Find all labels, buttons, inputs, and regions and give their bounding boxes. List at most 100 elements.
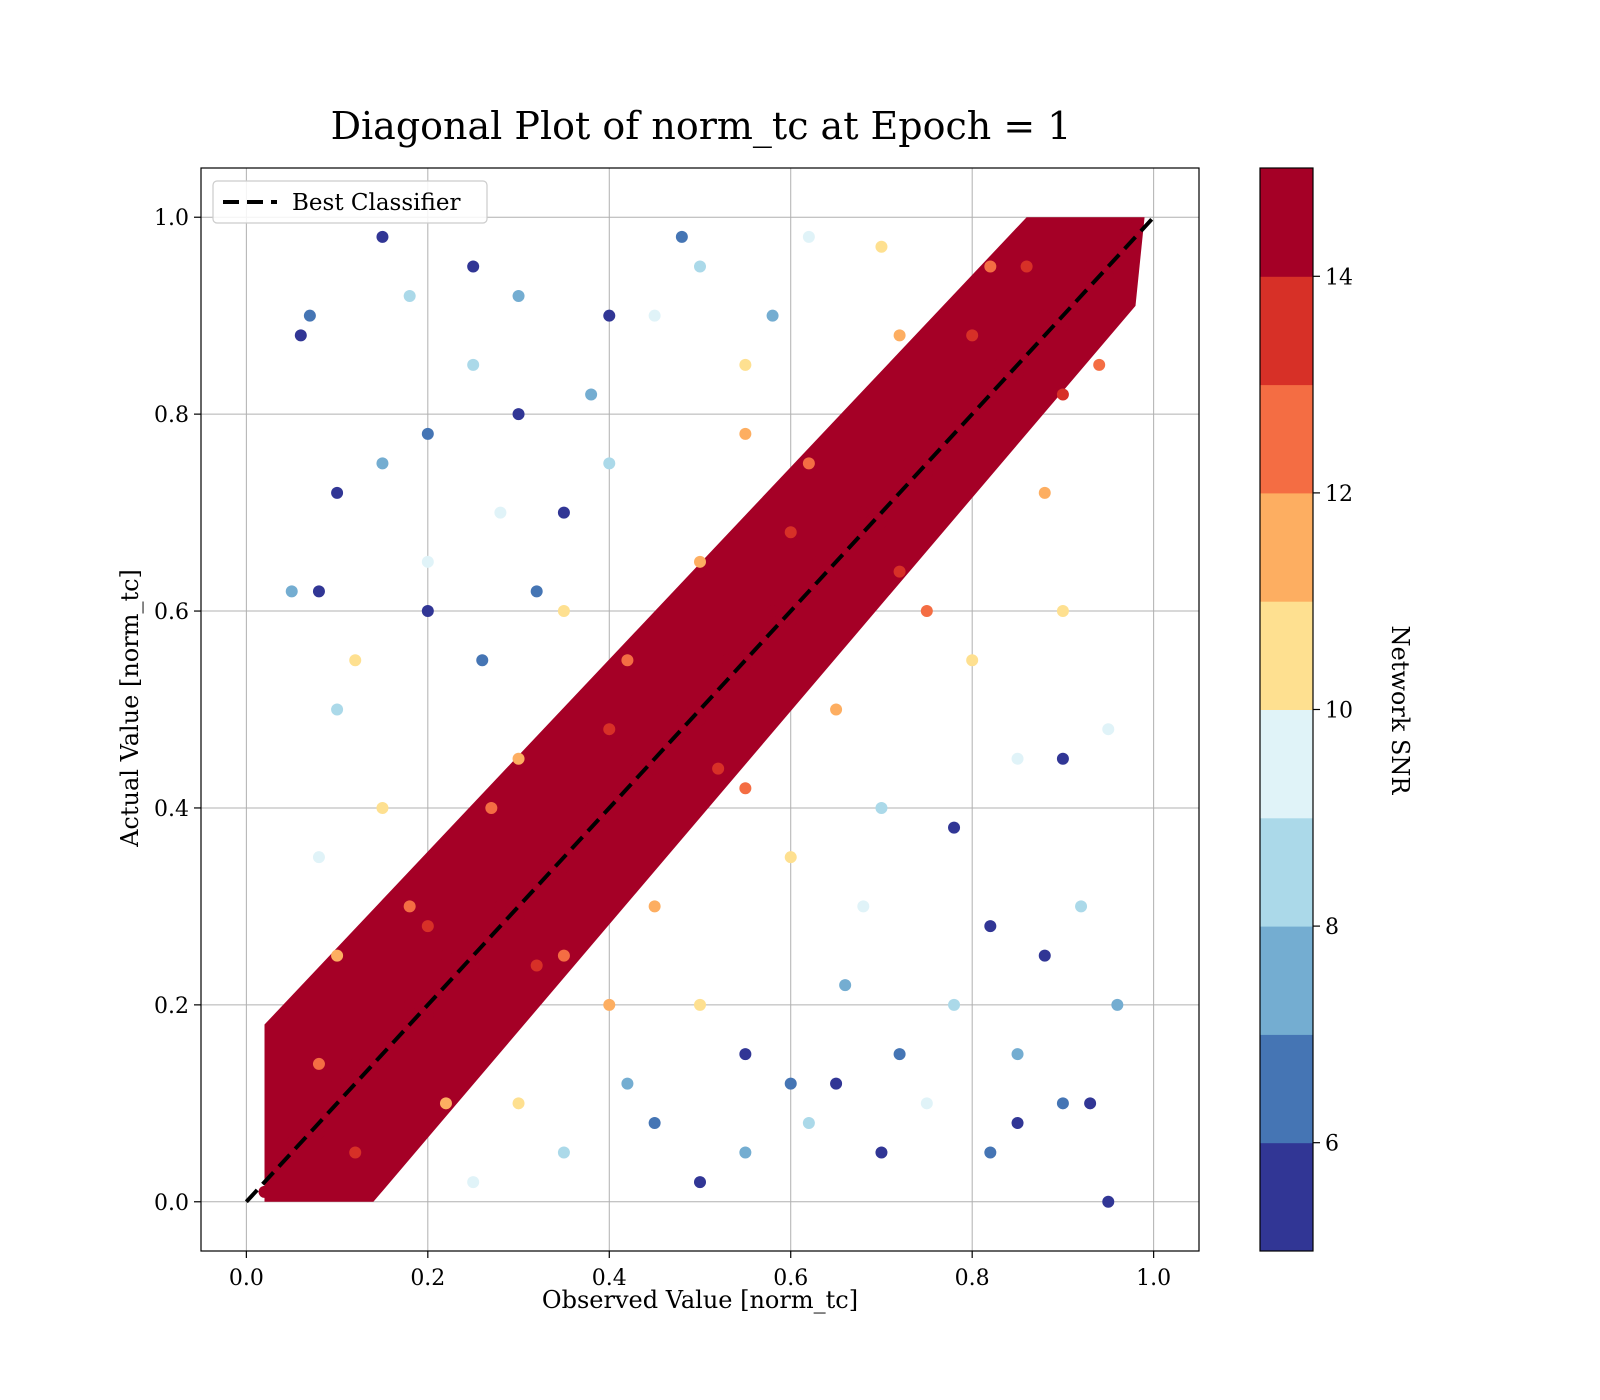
high-snr-diagonal-band bbox=[264, 217, 1145, 1202]
scatter-point bbox=[966, 654, 979, 667]
scatter-point bbox=[993, 358, 1006, 371]
scatter-point bbox=[648, 900, 661, 913]
scatter-point bbox=[439, 949, 452, 962]
scatter-point bbox=[984, 1146, 997, 1159]
scatter-point bbox=[1020, 260, 1033, 273]
colorbar-segment bbox=[1260, 926, 1313, 1035]
scatter-point bbox=[948, 998, 961, 1011]
x-tick-label: 0.4 bbox=[592, 1266, 627, 1291]
scatter-point bbox=[966, 329, 979, 342]
legend: Best Classifier bbox=[212, 180, 488, 224]
scatter-point bbox=[403, 998, 416, 1011]
scatter-point bbox=[403, 289, 416, 302]
scatter-point bbox=[893, 1048, 906, 1061]
legend-label: Best Classifier bbox=[292, 190, 460, 216]
y-tick-label: 0.6 bbox=[154, 600, 189, 625]
colorbar-label: Network SNR bbox=[1386, 626, 1414, 796]
scatter-point bbox=[312, 1057, 325, 1070]
scatter-point bbox=[621, 654, 634, 667]
scatter-point bbox=[920, 605, 933, 618]
scatter-point bbox=[1011, 752, 1024, 765]
scatter-point bbox=[1038, 949, 1051, 962]
chart-title: Diagonal Plot of norm_tc at Epoch = 1 bbox=[331, 104, 1072, 149]
scatter-point bbox=[603, 457, 616, 470]
scatter-point bbox=[476, 654, 489, 667]
colorbar-ticks: 6 8 10 12 14 bbox=[1313, 265, 1353, 1157]
scatter-point bbox=[857, 506, 870, 519]
scatter-point bbox=[403, 900, 416, 913]
scatter-point bbox=[557, 1146, 570, 1159]
scatter-points bbox=[258, 217, 1145, 1208]
scatter-point bbox=[1102, 270, 1115, 283]
legend-box bbox=[212, 180, 488, 224]
scatter-point bbox=[585, 388, 598, 401]
scatter-point bbox=[421, 605, 434, 618]
scatter-point bbox=[694, 713, 706, 726]
x-axis-label: Observed Value [norm_tc] bbox=[542, 1286, 858, 1314]
scatter-point bbox=[984, 920, 997, 933]
colorbar-segment bbox=[1260, 1034, 1313, 1144]
colorbar-segment bbox=[1260, 601, 1313, 710]
scatter-point bbox=[312, 1126, 325, 1139]
scatter-point bbox=[512, 1097, 525, 1110]
scatter-point bbox=[467, 260, 480, 273]
scatter-point bbox=[1102, 1195, 1115, 1208]
scatter-point bbox=[494, 506, 507, 519]
scatter-point bbox=[802, 1117, 815, 1130]
x-tick-label: 0.0 bbox=[229, 1266, 264, 1291]
scatter-point bbox=[331, 486, 344, 499]
scatter-point bbox=[784, 614, 797, 627]
y-tick-label: 0.8 bbox=[154, 403, 189, 428]
y-axis-label: Actual Value [norm_tc] bbox=[116, 569, 144, 848]
scatter-point bbox=[421, 920, 434, 933]
scatter-point bbox=[966, 417, 979, 430]
colorbar-tick-label: 10 bbox=[1325, 699, 1353, 724]
scatter-point bbox=[1056, 388, 1069, 401]
scatter-point bbox=[557, 861, 570, 874]
scatter-point bbox=[739, 1146, 752, 1159]
colorbar-segment bbox=[1260, 817, 1313, 927]
scatter-point bbox=[802, 457, 815, 470]
scatter-point bbox=[421, 427, 434, 440]
x-tick-label: 1.0 bbox=[1136, 1266, 1171, 1291]
scatter-point bbox=[1011, 1048, 1024, 1061]
scatter-point bbox=[603, 811, 616, 824]
scatter-point bbox=[766, 605, 779, 618]
scatter-point bbox=[1011, 368, 1024, 381]
scatter-point bbox=[530, 585, 543, 598]
scatter-point bbox=[1056, 319, 1069, 332]
scatter-point bbox=[331, 1077, 344, 1090]
scatter-point bbox=[1038, 486, 1051, 499]
scatter-point bbox=[1056, 605, 1069, 618]
scatter-point bbox=[512, 289, 525, 302]
colorbar-tick-label: 14 bbox=[1325, 265, 1353, 290]
scatter-point bbox=[830, 703, 843, 716]
scatter-point bbox=[485, 801, 498, 814]
scatter-point bbox=[467, 1176, 480, 1189]
scatter-point bbox=[376, 230, 389, 243]
colorbar-tick-label: 6 bbox=[1325, 1132, 1339, 1157]
scatter-point bbox=[585, 801, 598, 814]
scatter-point bbox=[857, 900, 870, 913]
scatter-point bbox=[1038, 309, 1051, 322]
scatter-point bbox=[539, 851, 552, 864]
scatter-point bbox=[258, 1185, 271, 1198]
scatter-point bbox=[784, 851, 797, 864]
x-tick-label: 0.8 bbox=[955, 1266, 990, 1291]
best-classifier-line bbox=[244, 215, 1156, 1204]
scatter-point bbox=[739, 664, 752, 677]
scatter-point bbox=[421, 1008, 434, 1021]
scatter-point bbox=[557, 949, 570, 962]
scatter-point bbox=[421, 555, 434, 568]
scatter-point bbox=[557, 506, 570, 519]
scatter-point bbox=[512, 910, 525, 923]
scatter-point bbox=[285, 585, 298, 598]
scatter-point bbox=[675, 230, 688, 243]
scatter-point bbox=[739, 1048, 752, 1061]
scatter-point bbox=[984, 260, 997, 273]
scatter-point bbox=[376, 457, 389, 470]
scatter-point bbox=[1093, 358, 1106, 371]
scatter-point bbox=[630, 752, 643, 765]
scatter-point bbox=[1084, 260, 1097, 273]
